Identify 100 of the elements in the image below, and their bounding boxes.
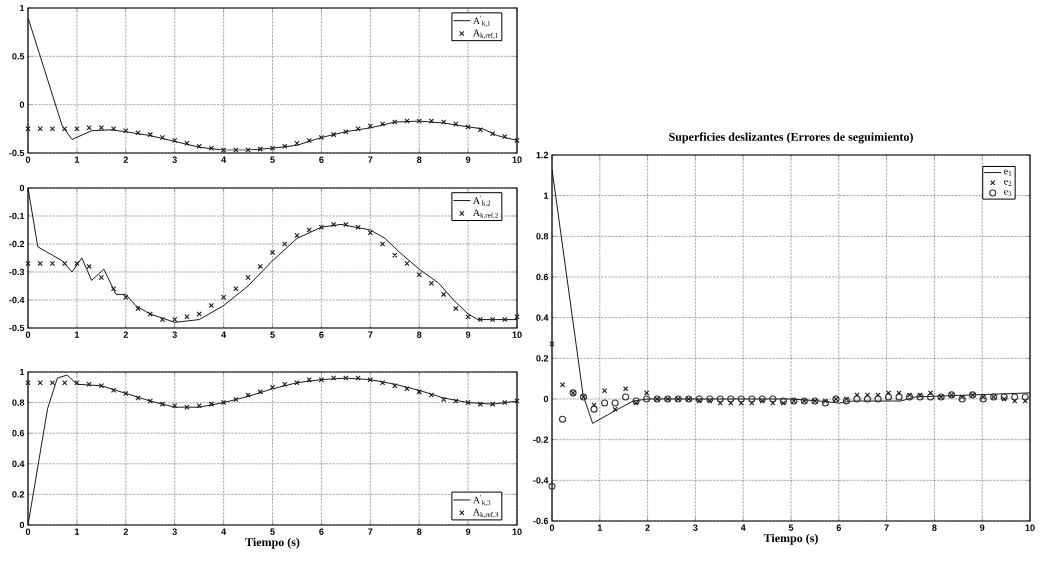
point [748, 395, 756, 403]
point [196, 402, 202, 409]
point [367, 123, 373, 129]
y-tick-label: 0.4 [536, 314, 549, 321]
x-tick-label: 5 [270, 528, 275, 535]
x-tick-label: 5 [788, 524, 794, 531]
y-tick-label: 0.5 [12, 53, 25, 60]
x-tick-label: 6 [319, 156, 324, 163]
point [159, 316, 166, 323]
point [37, 260, 43, 267]
x-tick-label: 0 [25, 331, 31, 338]
x-axis-title: Tiempo (s) [245, 537, 300, 549]
x-tick-label: 9 [980, 524, 985, 531]
point [330, 375, 337, 381]
point [25, 126, 31, 132]
x-tick-label: 5 [270, 331, 275, 338]
point [355, 375, 361, 381]
point [884, 393, 893, 401]
point [62, 126, 68, 132]
point [379, 121, 386, 127]
point [355, 224, 361, 230]
point [601, 399, 609, 407]
point [306, 227, 312, 233]
y-tick-label: -0.5 [9, 324, 25, 332]
point [98, 383, 105, 389]
point [489, 130, 496, 137]
point [135, 130, 141, 136]
point [590, 405, 598, 413]
point [269, 384, 276, 390]
x-tick-label: 6 [319, 331, 324, 338]
point [558, 415, 567, 423]
point [622, 386, 629, 392]
point [245, 147, 251, 153]
point [269, 145, 276, 151]
x-tick-label: 10 [512, 331, 522, 338]
point [86, 381, 92, 387]
point [123, 390, 129, 397]
point [257, 389, 263, 395]
x-tick-label: 6 [319, 528, 324, 535]
point [416, 272, 422, 278]
y-tick-label: 0.2 [536, 355, 549, 362]
point [208, 145, 215, 151]
y-tick-label: 0.6 [536, 273, 549, 281]
point [245, 392, 251, 398]
y-tick-label: -0.5 [9, 149, 25, 157]
point [379, 380, 386, 386]
y-tick-label: 1 [20, 368, 25, 376]
point [895, 393, 903, 401]
point [514, 137, 520, 144]
x-tick-label: 10 [1025, 524, 1035, 531]
x-tick-label: 7 [368, 331, 373, 338]
point [233, 286, 239, 292]
point [318, 224, 325, 230]
legend-label: A$_{k,ref,1}$ [472, 29, 498, 39]
point [343, 129, 349, 135]
y-tick-label: -0.1 [9, 212, 25, 220]
point [392, 119, 398, 125]
x-tick-label: 4 [221, 528, 227, 535]
point [37, 126, 43, 132]
x-tick-label: 3 [172, 156, 177, 163]
x-tick-label: 2 [645, 524, 650, 531]
y-tick-label: -0.3 [9, 268, 25, 276]
point [318, 376, 325, 383]
point [74, 380, 80, 386]
y-tick-label: 1.2 [536, 151, 549, 159]
point [110, 286, 117, 292]
point [416, 389, 422, 395]
y-tick-label: -0.6 [533, 517, 549, 525]
x-tick-label: 1 [74, 331, 80, 338]
point [428, 392, 435, 398]
point [282, 241, 288, 247]
x-tick-label: 2 [123, 331, 128, 338]
y-tick-label: 0 [543, 395, 549, 403]
x-tick-label: 4 [221, 156, 227, 163]
point [769, 395, 777, 403]
point [208, 302, 215, 309]
point [159, 401, 166, 407]
point [559, 382, 566, 388]
point [123, 128, 129, 134]
x-tick-label: 9 [465, 156, 471, 163]
point [453, 398, 459, 404]
point [98, 125, 105, 131]
point [465, 314, 471, 320]
point [147, 131, 153, 138]
y-tick-label: 0 [19, 184, 25, 192]
point [549, 341, 555, 347]
point [110, 387, 117, 394]
x-tick-label: 1 [74, 528, 80, 535]
point [404, 386, 410, 392]
x-tick-label: 4 [221, 331, 227, 338]
point [282, 143, 288, 149]
point [502, 133, 508, 140]
point [135, 305, 141, 312]
point [612, 406, 618, 412]
point [172, 316, 178, 323]
point [184, 140, 190, 146]
point [404, 260, 410, 267]
point [233, 147, 239, 153]
point [601, 388, 608, 394]
x-tick-label: 1 [597, 524, 603, 531]
